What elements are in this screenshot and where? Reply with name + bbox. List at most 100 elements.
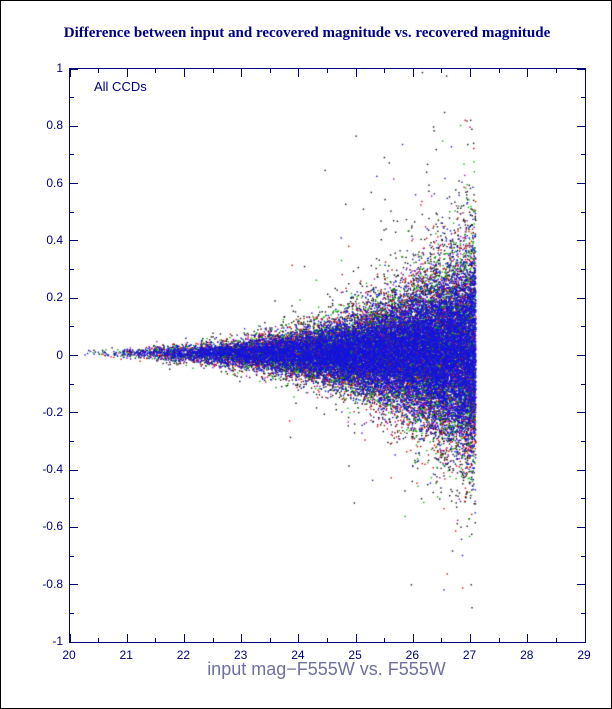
- y-tick-mark: [70, 412, 78, 414]
- y-tick-mark: [581, 440, 585, 442]
- y-tick-mark: [581, 555, 585, 557]
- y-tick-mark: [70, 526, 78, 528]
- x-tick-mark: [183, 634, 185, 642]
- x-tick-mark: [527, 634, 529, 642]
- x-tick-label: 29: [577, 648, 591, 662]
- y-tick-mark: [70, 154, 74, 156]
- x-tick-label: 25: [348, 648, 362, 662]
- y-tick-label: 0.8: [46, 118, 63, 133]
- y-tick-mark: [577, 584, 585, 586]
- y-tick-label: 0.4: [46, 232, 63, 247]
- x-tick-mark: [355, 634, 357, 642]
- x-tick-mark: [155, 638, 157, 642]
- y-tick-mark: [577, 412, 585, 414]
- x-tick-mark: [241, 69, 243, 77]
- y-tick-mark: [70, 440, 74, 442]
- x-tick-mark: [98, 69, 100, 73]
- y-tick-label: 0.2: [46, 290, 63, 305]
- x-tick-mark: [384, 638, 386, 642]
- y-tick-mark: [581, 154, 585, 156]
- plot-annotation: All CCDs: [94, 79, 147, 94]
- y-tick-label: -0.8: [42, 576, 63, 591]
- y-tick-mark: [70, 584, 78, 586]
- y-tick-mark: [70, 326, 74, 328]
- x-tick-mark: [441, 69, 443, 73]
- y-tick-mark: [70, 498, 74, 500]
- y-tick-mark: [577, 240, 585, 242]
- x-tick-mark: [412, 69, 414, 77]
- x-tick-mark: [269, 69, 271, 73]
- y-tick-mark: [70, 555, 74, 557]
- x-tick-mark: [241, 634, 243, 642]
- y-tick-mark: [70, 612, 74, 614]
- x-tick-mark: [412, 634, 414, 642]
- x-tick-mark: [384, 69, 386, 73]
- x-tick-mark: [555, 69, 557, 73]
- x-tick-mark: [212, 69, 214, 73]
- x-tick-mark: [584, 69, 586, 77]
- x-tick-mark: [527, 69, 529, 77]
- y-tick-mark: [581, 383, 585, 385]
- x-tick-mark: [69, 69, 71, 77]
- y-tick-mark: [70, 211, 74, 213]
- x-tick-mark: [269, 638, 271, 642]
- y-tick-mark: [70, 641, 78, 643]
- y-tick-mark: [70, 97, 74, 99]
- x-tick-label: 22: [176, 648, 191, 662]
- y-tick-label: -1: [52, 634, 63, 648]
- y-tick-mark: [70, 240, 78, 242]
- x-tick-mark: [470, 69, 472, 77]
- x-tick-label: 27: [462, 648, 477, 662]
- x-tick-mark: [355, 69, 357, 77]
- y-tick-mark: [577, 469, 585, 471]
- y-tick-mark: [70, 269, 74, 271]
- x-tick-mark: [298, 69, 300, 77]
- scatter-plot-canvas: [70, 69, 585, 642]
- x-tick-mark: [126, 634, 128, 642]
- x-tick-mark: [498, 638, 500, 642]
- y-tick-mark: [577, 297, 585, 299]
- y-tick-label: -0.2: [42, 404, 63, 419]
- x-tick-label: 20: [62, 648, 76, 662]
- x-tick-mark: [69, 634, 71, 642]
- y-tick-mark: [577, 125, 585, 127]
- y-tick-mark: [581, 612, 585, 614]
- y-tick-mark: [70, 68, 78, 70]
- y-tick-mark: [577, 355, 585, 356]
- y-tick-mark: [70, 383, 74, 385]
- x-tick-mark: [183, 69, 185, 77]
- y-tick-label: -0.6: [42, 519, 63, 534]
- y-tick-label: 0: [56, 347, 63, 362]
- y-tick-mark: [70, 355, 78, 356]
- x-tick-label: 23: [233, 648, 248, 662]
- y-tick-mark: [577, 526, 585, 528]
- y-tick-mark: [581, 269, 585, 271]
- x-tick-mark: [327, 638, 328, 642]
- x-tick-mark: [441, 638, 443, 642]
- x-tick-mark: [327, 69, 328, 73]
- chart-title: Difference between input and recovered m…: [63, 25, 551, 41]
- y-tick-mark: [581, 326, 585, 328]
- x-axis-caption: input mag−F555W vs. F555W: [207, 659, 446, 679]
- x-tick-mark: [498, 69, 500, 73]
- y-tick-label: 1: [56, 61, 63, 75]
- x-tick-label: 28: [520, 648, 534, 662]
- y-tick-mark: [577, 183, 585, 185]
- y-tick-mark: [70, 469, 78, 471]
- x-tick-mark: [584, 634, 586, 642]
- x-tick-label: 26: [405, 648, 419, 662]
- x-tick-mark: [470, 634, 472, 642]
- y-tick-mark: [70, 125, 78, 127]
- y-tick-label: 0.6: [46, 175, 63, 190]
- x-tick-mark: [98, 638, 100, 642]
- x-tick-mark: [212, 638, 214, 642]
- y-tick-mark: [581, 211, 585, 213]
- x-tick-mark: [555, 638, 557, 642]
- y-tick-mark: [70, 297, 78, 299]
- y-tick-label: -0.4: [42, 462, 63, 477]
- y-tick-mark: [577, 641, 585, 643]
- x-tick-mark: [155, 69, 157, 73]
- x-tick-mark: [298, 634, 300, 642]
- y-tick-mark: [581, 97, 585, 99]
